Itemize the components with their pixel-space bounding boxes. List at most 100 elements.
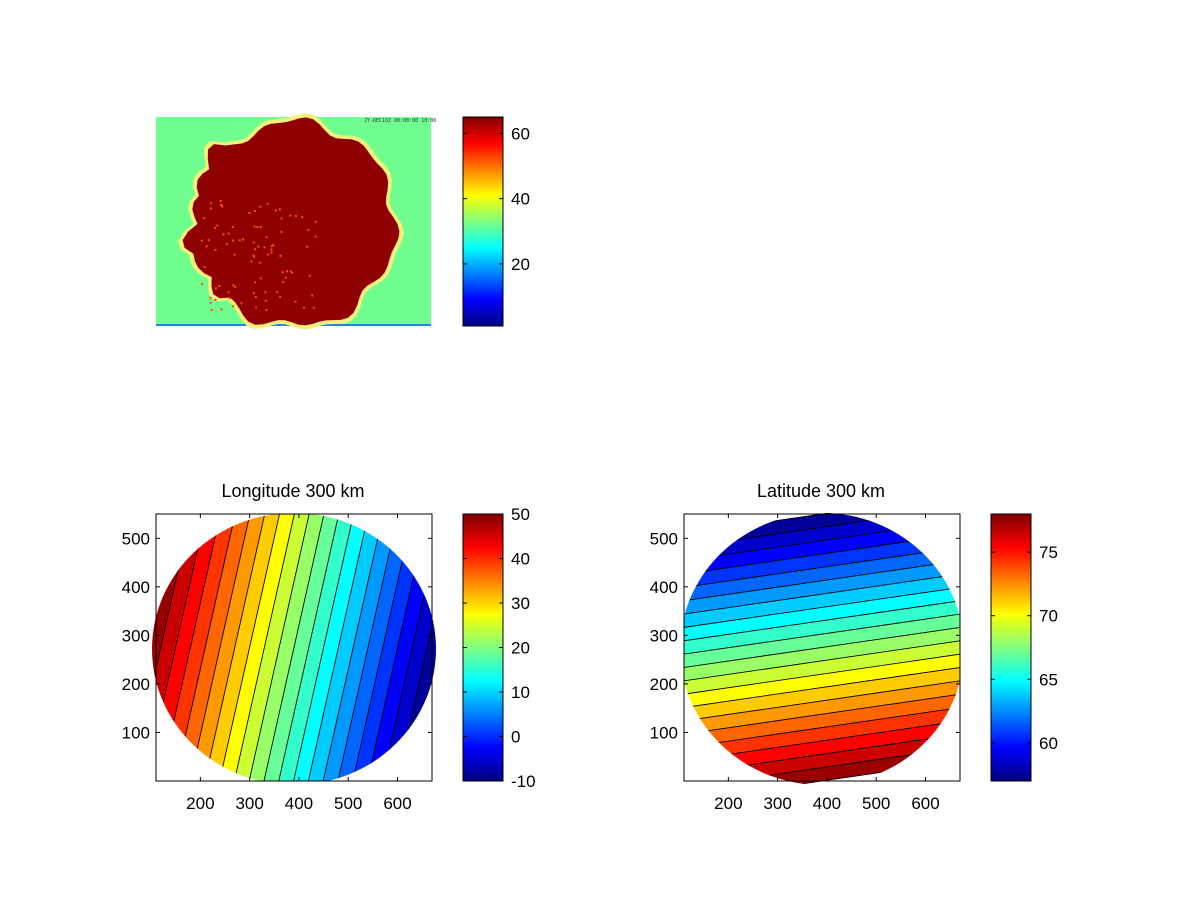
- image-speckle: [253, 225, 256, 228]
- x-tick-label: 600: [383, 794, 411, 813]
- y-tick-label: 300: [650, 626, 678, 645]
- colorbar-tick-label: -10: [511, 772, 536, 791]
- longitude-panel: Longitude 300 km 200 300 400 500 60010020030…: [122, 481, 536, 813]
- image-colorbar: [462, 116, 504, 327]
- image-speckle: [270, 251, 273, 254]
- image-speckle: [252, 254, 255, 257]
- image-speckle: [232, 284, 235, 287]
- image-speckle: [234, 285, 237, 288]
- image-speckle: [207, 239, 210, 242]
- image-disk: [182, 117, 400, 326]
- image-speckle: [307, 229, 310, 232]
- image-speckle: [291, 271, 294, 274]
- image-plot-area: [156, 113, 431, 330]
- image-speckle: [263, 246, 266, 249]
- image-speckle: [200, 239, 203, 242]
- colorbar-tick-label: 40: [511, 550, 530, 569]
- image-speckle: [238, 239, 241, 242]
- longitude-colorbar-ticks: -10 0 10 20 30 40 50: [463, 505, 536, 791]
- image-speckle: [210, 309, 213, 311]
- image-speckle: [312, 306, 315, 309]
- image-speckle: [294, 215, 297, 217]
- image-speckle: [276, 291, 279, 294]
- latitude-colorbar-ticks: 60 65 70 75: [991, 543, 1058, 753]
- y-tick-label: 400: [650, 578, 678, 597]
- image-speckle: [254, 209, 256, 212]
- x-tick-label: 500: [862, 794, 890, 813]
- image-speckle: [220, 204, 223, 207]
- image-speckle: [242, 238, 245, 241]
- image-speckle: [227, 232, 230, 235]
- image-speckle: [221, 205, 224, 208]
- image-speckle: [282, 281, 285, 284]
- image-speckle: [289, 270, 292, 273]
- image-speckle: [314, 220, 317, 223]
- image-speckle: [216, 224, 219, 227]
- image-speckle: [219, 200, 222, 203]
- image-speckle: [280, 217, 283, 220]
- plot-frame: [155, 513, 433, 782]
- image-speckle: [227, 291, 230, 294]
- image-speckle: [215, 287, 217, 290]
- image-speckle: [202, 217, 205, 219]
- image-speckle: [214, 248, 217, 251]
- image-speckle: [272, 244, 275, 247]
- image-speckle: [248, 212, 251, 214]
- image-speckle: [270, 248, 273, 251]
- image-speckle: [278, 208, 281, 211]
- x-tick-label: 500: [334, 794, 362, 813]
- image-speckle: [231, 226, 234, 228]
- x-tick-label: 600: [911, 794, 939, 813]
- image-speckle: [279, 254, 282, 257]
- image-speckle: [254, 281, 257, 284]
- image-speckle: [284, 276, 287, 279]
- y-tick-label: 500: [650, 529, 678, 548]
- image-speckle: [270, 245, 273, 248]
- colorbar-tick-label: 20: [511, 639, 530, 658]
- image-speckle: [209, 207, 212, 210]
- y-tick-label: 100: [122, 723, 150, 742]
- image-speckle: [218, 285, 221, 287]
- image-colorbar-ticks: 20 40 60: [463, 124, 530, 274]
- colorbar-tick-label: 60: [511, 124, 530, 143]
- contour-field: [152, 513, 436, 782]
- latitude-plot-area: [683, 512, 961, 785]
- image-speckle: [274, 209, 277, 212]
- image-speckle: [264, 291, 267, 294]
- y-tick-label: 200: [122, 675, 150, 694]
- x-tick-label: 400: [813, 794, 841, 813]
- image-speckle: [209, 296, 212, 299]
- image-speckle: [303, 306, 305, 309]
- image-speckle: [233, 253, 236, 256]
- image-speckle: [213, 226, 216, 229]
- x-tick-label: 300: [763, 794, 791, 813]
- image-speckle: [257, 245, 260, 248]
- y-tick-label: 300: [122, 626, 150, 645]
- image-speckle: [311, 294, 314, 297]
- image-speckle: [259, 277, 262, 280]
- image-speckle: [220, 308, 223, 311]
- colorbar-tick-label: 40: [511, 190, 530, 209]
- image-speckle: [258, 261, 261, 264]
- image-speckle: [252, 292, 255, 295]
- image-speckle: [308, 274, 311, 277]
- y-tick-label: 200: [650, 675, 678, 694]
- colorbar-tick-label: 20: [511, 255, 530, 274]
- image-speckle: [209, 301, 212, 304]
- image-speckle: [294, 300, 297, 303]
- image-speckle: [252, 241, 255, 244]
- image-speckle: [314, 235, 317, 238]
- longitude-plot-area: [152, 513, 436, 782]
- image-speckle: [266, 202, 269, 205]
- image-speckle: [254, 248, 257, 251]
- colorbar-tick-label: 50: [511, 505, 530, 524]
- x-tick-label: 400: [285, 794, 313, 813]
- image-speckle: [306, 245, 309, 248]
- image-panel: JY-DEC1OZ 00:00:00 10:00 20 40 60: [156, 113, 530, 330]
- image-speckle: [301, 216, 304, 218]
- image-speckle: [254, 296, 257, 298]
- y-tick-label: 100: [650, 723, 678, 742]
- image-speckle: [259, 225, 262, 228]
- latitude-colorbar: [990, 513, 1032, 782]
- x-tick-label: 300: [235, 794, 263, 813]
